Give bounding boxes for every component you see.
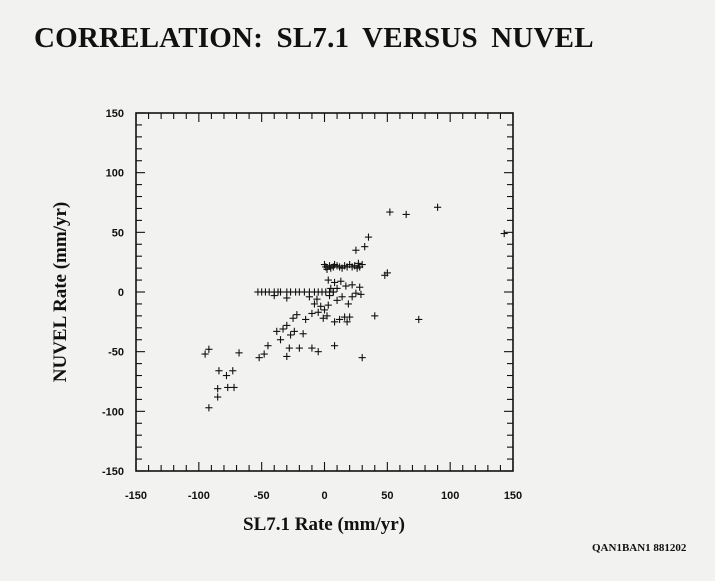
data-point [356,283,364,291]
data-point [302,315,310,324]
x-tick-label: 50 [381,490,393,502]
data-point [357,290,365,298]
data-point [314,348,322,356]
data-point [319,314,327,322]
data-point [415,315,423,324]
y-tick-label: -150 [102,466,124,478]
data-point [402,210,410,219]
data-point [285,344,293,352]
data-point [335,315,344,324]
data-point [201,350,209,358]
y-tick-label: 0 [118,287,124,299]
data-point [214,393,222,401]
y-tick-label: 100 [106,168,124,180]
data-point [293,311,301,319]
data-point [295,344,303,352]
data-point [327,284,335,293]
x-tick-label: -50 [254,490,270,502]
axis-ticks [135,112,514,472]
data-point [348,281,356,289]
data-point [305,293,314,301]
data-point [270,291,278,300]
data-point [323,312,331,320]
data-point [308,344,316,352]
data-point [383,269,391,277]
data-point [313,295,321,303]
data-point [283,352,291,361]
data-point [338,293,346,301]
data-point [325,291,334,300]
y-tick-label: -50 [108,347,124,359]
data-point [264,342,272,350]
data-point [330,318,339,326]
data-point [333,296,341,304]
x-tick-label: 150 [504,490,522,502]
data-point [290,327,298,335]
figure-title: CORRELATION: SL7.1 VERSUS NUVEL [34,22,594,54]
data-point [224,383,232,392]
y-tick-label: -100 [102,406,124,418]
data-point [260,350,268,358]
data-point [205,345,213,353]
data-point [214,385,222,393]
y-axis-label: NUVEL Rate (mm/yr) [50,202,71,382]
data-point [337,277,345,285]
data-point [342,282,350,290]
data-point [358,354,366,362]
data-point [324,301,332,309]
x-tick-label: -150 [125,490,147,502]
data-point [205,404,213,412]
data-point [364,233,373,241]
data-point [308,309,316,318]
data-point [333,284,341,293]
data-points [201,203,508,412]
data-point [330,342,339,350]
tick-labels: -150 -100 -50 0 50 100 150 -150 -100 -50 0 50 100 150 [102,108,522,502]
data-point [283,321,291,330]
data-point [434,203,442,211]
data-point [283,294,291,302]
data-point [279,325,287,333]
figure-code: QAN1BAN1 881202 [592,542,687,554]
data-point [276,336,285,344]
data-point [324,276,332,284]
data-point [299,330,307,338]
data-point [344,300,352,308]
data-point [273,327,281,335]
x-axis-label: SL7.1 Rate (mm/yr) [243,514,405,535]
x-tick-label: 100 [441,490,459,502]
data-point [500,229,508,238]
data-point [358,260,366,269]
plot-frame [135,112,514,472]
data-point [361,243,369,251]
data-point [222,371,231,380]
data-point [276,288,285,296]
data-point [229,367,237,375]
data-point [386,208,394,216]
data-point [352,289,360,297]
data-point [235,349,243,357]
data-point [343,318,351,326]
data-point [230,383,238,392]
x-tick-label: 0 [321,490,327,502]
data-point [286,331,295,339]
y-tick-label: 50 [112,227,124,239]
data-point [348,293,356,301]
data-point [320,306,329,314]
data-point [330,278,339,287]
data-point [346,313,354,321]
data-point [310,300,319,308]
data-point [255,354,263,362]
data-point [289,314,297,322]
data-point [215,367,223,375]
data-point [317,302,325,310]
x-tick-label: -100 [188,490,210,502]
data-point [371,312,379,320]
y-tick-label: 150 [106,108,124,120]
data-point [352,246,360,254]
data-point [354,259,363,267]
data-point [314,308,322,316]
